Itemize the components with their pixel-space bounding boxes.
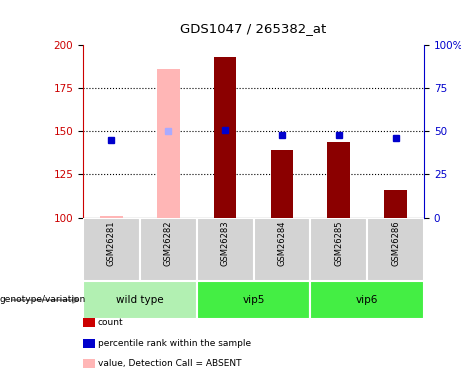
Bar (197, 217, 254, 281)
Text: genotype/variation: genotype/variation (0, 296, 86, 304)
Bar (83, 281, 197, 319)
Bar (254, 217, 310, 281)
Bar (367, 217, 424, 281)
Bar (83, 217, 140, 281)
Text: GDS1047 / 265382_at: GDS1047 / 265382_at (180, 22, 327, 36)
Bar (157, 69, 180, 218)
Bar (100, 216, 123, 217)
Bar (140, 217, 197, 281)
Text: wild type: wild type (116, 295, 164, 305)
Bar (197, 281, 310, 319)
Bar (214, 57, 236, 217)
Bar (310, 281, 424, 319)
Text: vip5: vip5 (242, 295, 265, 305)
Text: GSM26284: GSM26284 (278, 220, 286, 266)
Text: GSM26285: GSM26285 (334, 220, 343, 266)
Bar (327, 142, 350, 218)
Text: count: count (98, 318, 124, 327)
Bar (271, 150, 293, 217)
Text: percentile rank within the sample: percentile rank within the sample (98, 339, 251, 348)
Text: vip6: vip6 (356, 295, 378, 305)
Bar (384, 190, 407, 217)
Bar (310, 217, 367, 281)
Text: GSM26283: GSM26283 (221, 220, 230, 266)
Text: GSM26282: GSM26282 (164, 220, 173, 266)
Text: GSM26281: GSM26281 (107, 220, 116, 266)
Text: GSM26286: GSM26286 (391, 220, 400, 266)
Text: value, Detection Call = ABSENT: value, Detection Call = ABSENT (98, 359, 241, 368)
